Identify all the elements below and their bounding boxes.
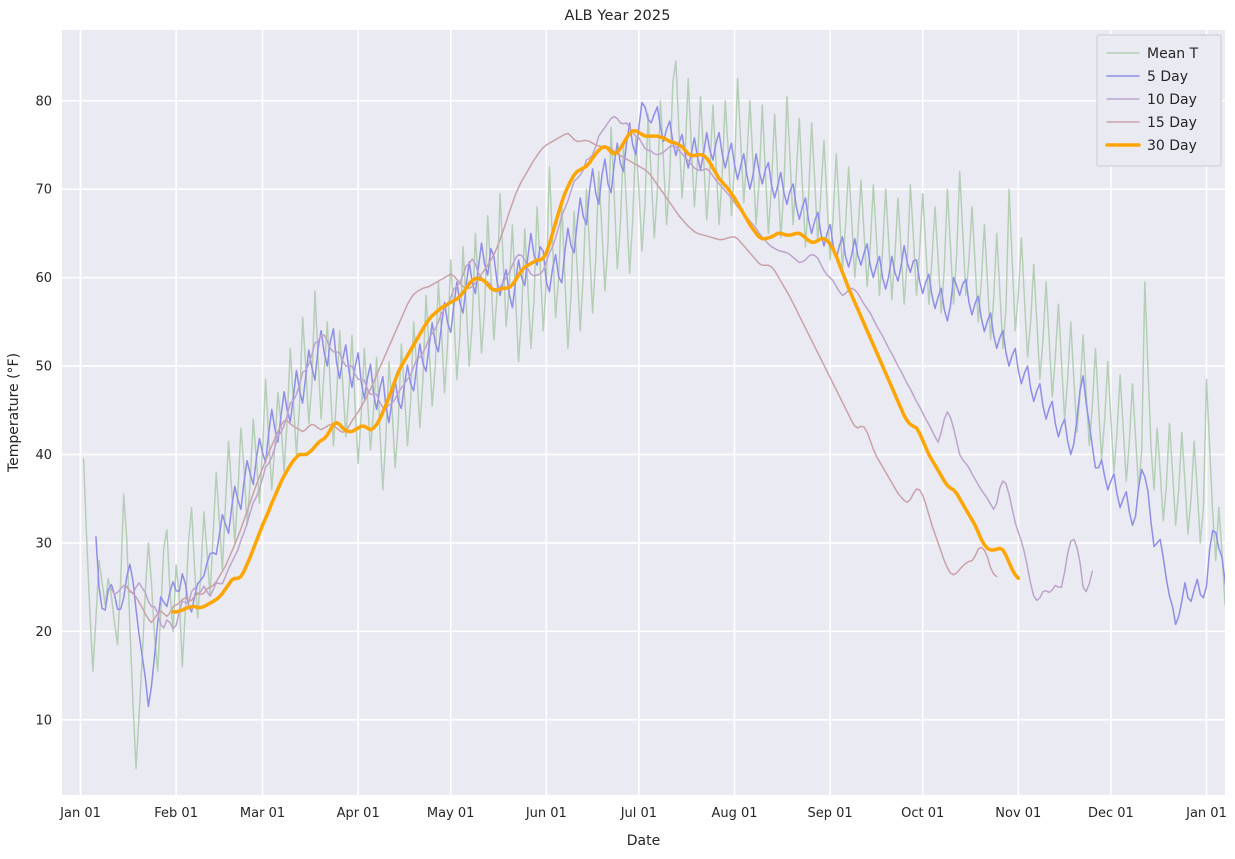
y-tick-label: 10 [35,713,52,728]
legend-label: Mean T [1147,46,1199,62]
series-line-mean-t [82,60,1225,770]
legend-label: 5 Day [1147,69,1188,85]
y-axis-label: Temperature (°F) [6,353,22,473]
x-tick-label: Dec 01 [1088,806,1134,821]
x-tick-label: May 01 [427,806,475,821]
x-tick-label: Nov 01 [995,806,1041,821]
y-tick-label: 70 [35,183,52,198]
y-tick-label: 20 [35,625,52,640]
y-tick-label: 50 [35,360,52,375]
legend-label: 30 Day [1147,138,1197,154]
x-axis-tick-labels: Jan 01 Feb 01 Mar 01 Apr 01 May 01 Jun 01 Jul … [59,806,1227,821]
data-series-group [82,60,1225,770]
y-axis-tick-labels: 10 20 30 40 50 60 70 80 [35,94,52,728]
x-tick-label: Jan 01 [1185,806,1227,821]
series-line-30-day [171,129,1021,614]
y-tick-label: 30 [35,536,52,551]
x-tick-label: Jun 01 [525,806,567,821]
y-tick-label: 80 [35,94,52,109]
legend-label: 10 Day [1147,92,1197,108]
y-tick-label: 60 [35,271,52,286]
x-tick-label: Sep 01 [808,806,853,821]
x-tick-label: Jul 01 [620,806,657,821]
x-tick-label: Aug 01 [711,806,757,821]
x-tick-label: Mar 01 [240,806,285,821]
legend-label: 15 Day [1147,115,1197,131]
series-line-15-day [126,132,998,624]
y-tick-label: 40 [35,448,52,463]
x-tick-label: Apr 01 [337,806,380,821]
x-tick-label: Jan 01 [59,806,101,821]
x-tick-label: Feb 01 [154,806,198,821]
grid-lines [62,30,1225,795]
series-line-10-day [110,115,1094,630]
series-line-5-day [95,101,1225,708]
plot-background [62,30,1225,795]
x-tick-label: Oct 01 [901,806,944,821]
x-axis-label: Date [627,833,660,849]
page-title: ALB Year 2025 [564,8,671,24]
chart-legend[interactable]: Mean T 5 Day 10 Day 15 Day 30 Day [1096,34,1222,167]
